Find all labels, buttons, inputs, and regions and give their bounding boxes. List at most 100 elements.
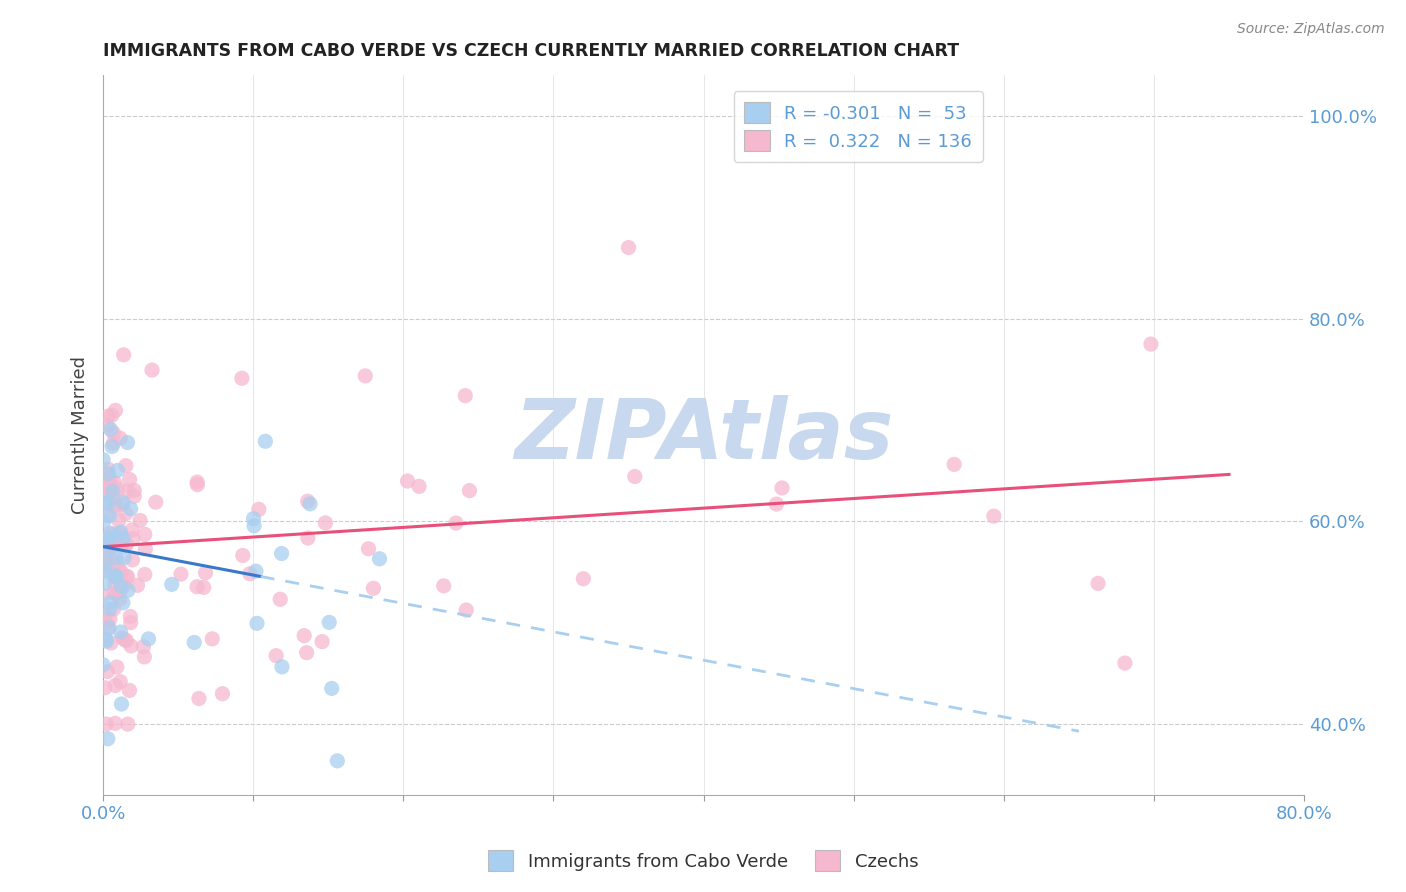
Point (114, 632, 136, 647)
Point (311, 634, 333, 648)
Point (105, 660, 128, 674)
Point (354, 368, 377, 383)
Point (264, 648, 287, 663)
Point (201, 632, 224, 646)
Point (91, 452, 114, 467)
Point (97, 731, 120, 746)
Point (141, 363, 163, 377)
Point (96, 418, 118, 433)
Point (454, 389, 477, 403)
Point (94, 632, 117, 647)
Point (100, 422, 122, 436)
Point (115, 458, 138, 473)
Point (247, 502, 270, 516)
Point (444, 516, 467, 530)
Point (138, 632, 160, 646)
Legend: R = -0.301   N =  53, R =  0.322   N = 136: R = -0.301 N = 53, R = 0.322 N = 136 (734, 92, 983, 162)
Point (108, 514, 131, 528)
Point (111, 596, 134, 610)
Point (624, 469, 647, 483)
Point (96, 487, 118, 501)
Point (129, 513, 152, 527)
Point (368, 551, 391, 566)
Point (396, 474, 419, 488)
Point (186, 477, 208, 491)
Point (112, 532, 135, 546)
Point (97, 483, 120, 498)
Point (101, 489, 124, 503)
Point (114, 539, 136, 553)
Point (98, 621, 121, 635)
Point (101, 540, 124, 554)
Point (94, 558, 117, 573)
Point (98, 612, 121, 626)
Point (101, 540, 124, 554)
Point (98, 526, 121, 541)
Point (122, 483, 145, 498)
Point (297, 494, 319, 508)
Point (770, 481, 793, 495)
Point (91, 657, 114, 672)
Point (97, 531, 120, 545)
Point (97, 462, 120, 476)
Point (107, 463, 129, 477)
Point (134, 567, 156, 582)
Point (97, 535, 120, 549)
Point (117, 583, 139, 598)
Point (232, 549, 254, 563)
Point (101, 409, 124, 423)
Point (117, 435, 139, 450)
Point (101, 440, 124, 454)
Point (110, 565, 132, 579)
Point (100, 526, 122, 541)
Point (572, 572, 595, 586)
Point (107, 482, 129, 496)
Point (617, 241, 640, 255)
Point (96, 542, 118, 557)
Point (458, 483, 481, 498)
Point (105, 555, 128, 569)
Point (231, 371, 253, 385)
Point (108, 584, 131, 599)
Point (246, 616, 269, 631)
Point (115, 633, 138, 648)
Point (96, 634, 118, 648)
Point (243, 518, 266, 533)
Point (98, 602, 121, 616)
Point (117, 484, 139, 499)
Point (134, 649, 156, 664)
Point (104, 716, 127, 731)
Point (456, 603, 478, 617)
Y-axis label: Currently Married: Currently Married (72, 356, 89, 514)
Point (104, 499, 127, 513)
Point (101, 564, 124, 578)
Point (97, 621, 120, 635)
Point (108, 526, 131, 541)
Point (97, 475, 120, 489)
Point (118, 683, 141, 698)
Point (254, 434, 277, 449)
Point (94, 607, 117, 622)
Point (297, 531, 319, 545)
Point (193, 581, 215, 595)
Point (110, 524, 132, 539)
Point (127, 578, 149, 592)
Point (122, 489, 145, 503)
Point (120, 609, 142, 624)
Point (1087, 576, 1109, 591)
Point (104, 679, 127, 693)
Point (408, 479, 430, 493)
Point (326, 754, 349, 768)
Point (122, 532, 145, 546)
Point (194, 566, 217, 580)
Point (108, 592, 131, 607)
Point (97, 550, 120, 565)
Point (118, 473, 141, 487)
Point (103, 602, 125, 616)
Point (117, 717, 139, 731)
Point (121, 553, 143, 567)
Point (110, 431, 132, 445)
Point (145, 495, 167, 509)
Point (1140, 337, 1163, 351)
Point (110, 624, 132, 639)
